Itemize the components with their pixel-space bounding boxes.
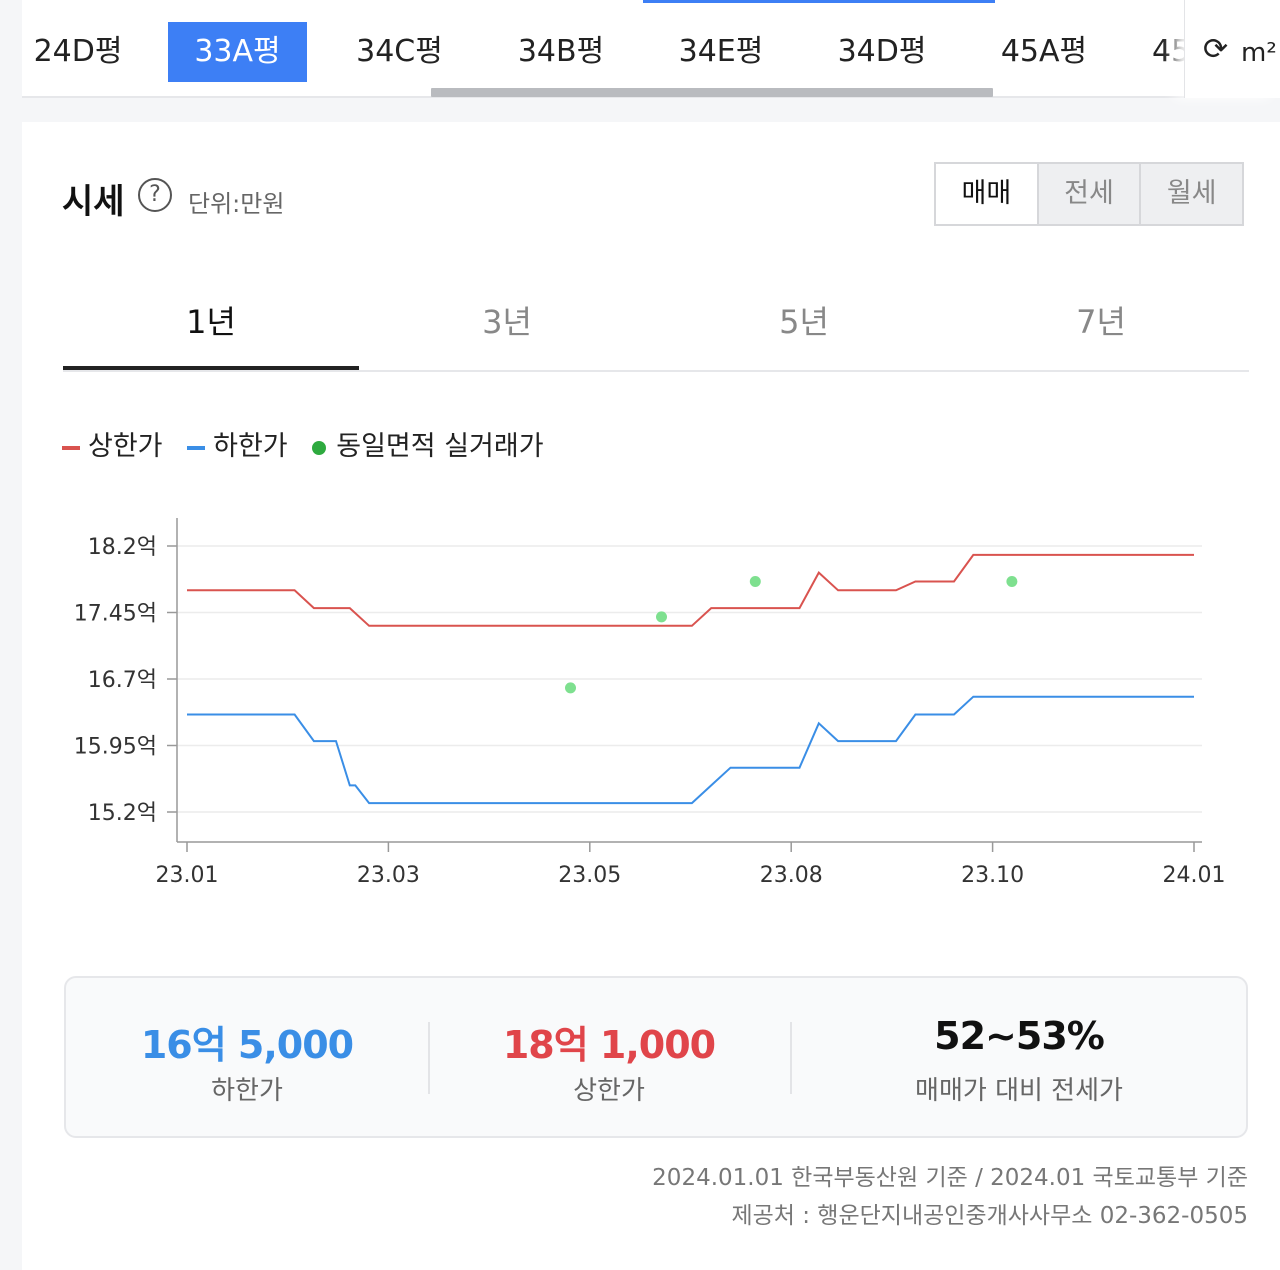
legend-lower: 하한가	[187, 424, 288, 463]
summary-upper: 18억 1,000 상한가	[428, 978, 790, 1136]
y-tick-label: 17.45억	[74, 602, 157, 627]
tab-period-1y[interactable]: 1년	[63, 294, 359, 370]
x-tick-label: 23.01	[156, 863, 219, 888]
y-tick-label: 15.2억	[88, 801, 157, 826]
summary-ratio-value: 52~53%	[934, 1014, 1105, 1058]
summary-divider	[428, 1022, 430, 1094]
summary-upper-value: 18억 1,000	[502, 1023, 716, 1067]
summary-upper-label: 상한가	[573, 1076, 645, 1106]
x-tick-label: 23.10	[961, 863, 1024, 888]
price-card: 시세 ? 단위:만원 매매 전세 월세 1년 3년 5년 7년 상한가 하한가 …	[22, 122, 1280, 1270]
area-unit-toggle[interactable]: ⟳ m²	[1184, 0, 1280, 98]
legend-lower-swatch	[187, 445, 206, 450]
x-tick-label: 24.01	[1163, 863, 1226, 888]
area-unit-label: m²	[1241, 38, 1277, 68]
tab-period-7y[interactable]: 7년	[1076, 303, 1126, 341]
size-tab-45a[interactable]: 45A평	[1000, 34, 1088, 69]
help-icon[interactable]: ?	[138, 178, 172, 212]
actual-deal-point	[656, 611, 667, 623]
tab-period-3y[interactable]: 3년	[482, 303, 532, 341]
legend-upper-label: 상한가	[88, 431, 163, 462]
deal-type-tabs: 매매 전세 월세	[934, 162, 1244, 226]
section-title: 시세	[62, 182, 125, 222]
summary-lower: 16억 5,000 하한가	[66, 978, 428, 1136]
y-tick-label: 16.7억	[88, 668, 157, 693]
provider-note: 제공처 : 행운단지내공인중개사사무소 02-362-0505	[731, 1203, 1248, 1229]
chart-legend: 상한가 하한가 동일면적 실거래가	[62, 424, 560, 463]
size-tab-33a[interactable]: 33A평	[168, 22, 307, 82]
refresh-icon: ⟳	[1203, 32, 1229, 67]
tab-period-5y[interactable]: 5년	[779, 303, 829, 341]
size-tab-scrollbar[interactable]	[431, 88, 993, 97]
price-chart[interactable]: 18.2억 17.45억 16.7억 15.95억 15.2억 23.01 23.03 23.…	[22, 502, 1280, 902]
x-tick-label: 23.05	[558, 863, 621, 888]
size-tab-34e[interactable]: 34E평	[678, 34, 764, 69]
size-tab-bar: 24D평 33A평 34C평 34B평 34E평 34D평 45A평 45 ⟳ …	[22, 0, 1280, 98]
upper-limit-line	[187, 553, 1194, 627]
data-basis-note: 2024.01.01 한국부동산원 기준 / 2024.01 국토교통부 기준	[652, 1165, 1248, 1191]
size-tab-indicator	[643, 0, 995, 3]
tab-jeonse[interactable]: 전세	[1036, 164, 1140, 224]
legend-upper-swatch	[62, 445, 80, 450]
lower-limit-line	[187, 695, 1194, 805]
size-tab-34d[interactable]: 34D평	[837, 34, 927, 69]
actual-deal-point	[749, 576, 761, 587]
size-tab-34c[interactable]: 34C평	[356, 34, 443, 69]
summary-ratio: 52~53% 매매가 대비 전세가	[790, 978, 1248, 1136]
actual-deal-point	[565, 682, 576, 694]
legend-actual-swatch	[312, 440, 327, 455]
tab-sale[interactable]: 매매	[936, 164, 1037, 224]
summary-lower-value: 16억 5,000	[140, 1023, 354, 1067]
summary-divider	[790, 1022, 792, 1094]
period-tabs: 1년 3년 5년 7년	[63, 294, 1249, 372]
size-tab-24d[interactable]: 24D평	[33, 34, 123, 69]
legend-actual: 동일면적 실거래가	[312, 424, 544, 463]
tab-monthly-rent[interactable]: 월세	[1139, 164, 1243, 224]
price-summary: 16억 5,000 하한가 18억 1,000 상한가 52~53% 매매가 대…	[64, 976, 1248, 1138]
legend-upper: 상한가	[62, 424, 163, 463]
summary-ratio-label: 매매가 대비 전세가	[915, 1076, 1123, 1106]
size-tab-45-partial[interactable]: 45	[1152, 34, 1191, 69]
x-tick-label: 23.03	[357, 863, 420, 888]
y-tick-label: 18.2억	[88, 535, 157, 560]
legend-lower-label: 하한가	[213, 431, 288, 462]
actual-deal-point	[1006, 576, 1018, 587]
size-tab-34b[interactable]: 34B평	[517, 34, 605, 69]
summary-lower-label: 하한가	[211, 1076, 283, 1106]
x-tick-label: 23.08	[760, 863, 823, 888]
unit-label: 단위:만원	[188, 190, 285, 218]
legend-actual-label: 동일면적 실거래가	[336, 431, 544, 462]
y-tick-label: 15.95억	[74, 735, 157, 760]
